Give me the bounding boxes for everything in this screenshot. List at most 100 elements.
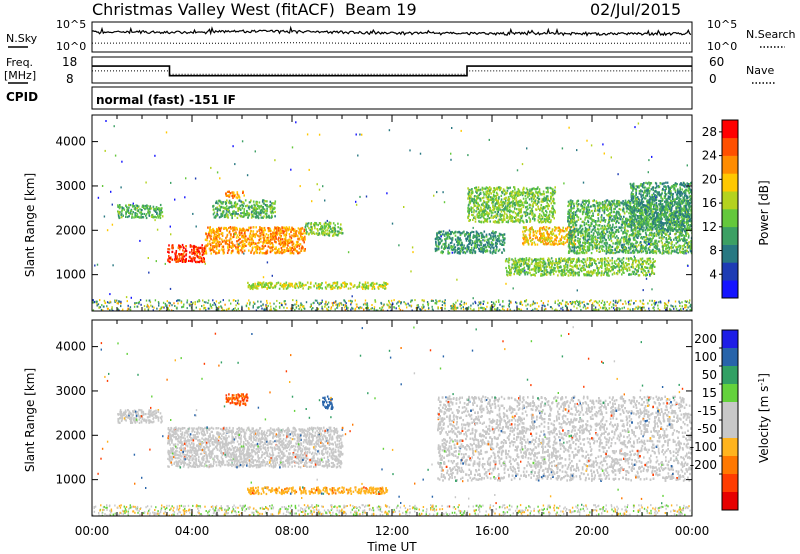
scatter-cell bbox=[582, 258, 584, 261]
scatter-cell bbox=[685, 234, 688, 237]
scatter-cell bbox=[304, 249, 306, 252]
scatter-cell bbox=[604, 206, 606, 209]
scatter-cell bbox=[323, 231, 325, 234]
scatter-cell bbox=[565, 234, 568, 237]
scatter-cell bbox=[255, 249, 258, 252]
scatter-cell bbox=[541, 270, 544, 273]
scatter-cell bbox=[201, 247, 203, 250]
scatter-cell bbox=[339, 287, 341, 290]
scatter-cell bbox=[526, 262, 528, 265]
scatter-cell bbox=[601, 203, 604, 206]
scatter-cell bbox=[635, 269, 638, 272]
scatter-cell bbox=[179, 259, 181, 262]
scatter-cell bbox=[328, 221, 331, 224]
scatter-cell bbox=[328, 223, 330, 227]
scatter-cell bbox=[467, 197, 469, 200]
scatter-cell bbox=[609, 259, 611, 262]
scatter-cell bbox=[580, 204, 582, 208]
scatter-cell bbox=[506, 189, 509, 192]
scatter-cell bbox=[497, 186, 500, 189]
scatter-cell bbox=[262, 208, 264, 211]
scatter-cell bbox=[569, 258, 572, 261]
scatter-cell bbox=[597, 206, 599, 209]
scatter-cell bbox=[494, 197, 497, 201]
scatter-cell bbox=[622, 268, 624, 271]
scatter-cell bbox=[589, 242, 591, 245]
scatter-cell bbox=[479, 192, 482, 195]
scatter-cell bbox=[221, 202, 224, 205]
scatter-cell bbox=[494, 211, 496, 214]
scatter-cell bbox=[611, 273, 614, 276]
scatter-cell bbox=[467, 206, 469, 210]
freq-panel: Freq. [MHz] 18 8 60 0 Nave bbox=[4, 55, 775, 86]
scatter-cell bbox=[499, 216, 502, 219]
scatter-cell bbox=[520, 260, 522, 263]
scatter-cell bbox=[310, 229, 313, 232]
scatter-cell bbox=[310, 286, 312, 289]
scatter-cell bbox=[582, 261, 585, 264]
scatter-cell bbox=[336, 281, 339, 284]
scatter-cell bbox=[524, 241, 526, 244]
scatter-cell bbox=[489, 198, 491, 202]
scatter-cell bbox=[514, 193, 517, 196]
scatter-cell bbox=[547, 260, 550, 263]
scatter-cell bbox=[510, 219, 513, 222]
scatter-cell bbox=[271, 208, 274, 211]
scatter-cell bbox=[670, 247, 673, 250]
scatter-cell bbox=[253, 286, 255, 289]
scatter-cell bbox=[234, 231, 237, 234]
scatter-cell bbox=[221, 240, 224, 243]
scatter-cell bbox=[175, 260, 177, 263]
scatter-cell bbox=[230, 205, 232, 208]
scatter-cell bbox=[196, 253, 198, 256]
scatter-cell bbox=[573, 272, 575, 275]
scatter-cell bbox=[505, 266, 507, 270]
scatter-cell bbox=[319, 284, 321, 287]
scatter-cell bbox=[498, 196, 500, 199]
scatter-cell bbox=[474, 217, 477, 220]
scatter-cell bbox=[562, 226, 564, 229]
scatter-cell bbox=[573, 245, 576, 249]
scatter-cell bbox=[570, 209, 572, 213]
scatter-cell bbox=[526, 205, 529, 208]
scatter-cell bbox=[290, 236, 293, 239]
scatter-cell bbox=[619, 265, 622, 268]
scatter-cell bbox=[259, 226, 261, 229]
scatter-cell bbox=[293, 229, 295, 232]
scatter-cell bbox=[228, 194, 230, 197]
scatter-cell bbox=[530, 274, 532, 277]
scatter-cell bbox=[290, 239, 292, 242]
scatter-cell bbox=[282, 231, 285, 234]
scatter-cell bbox=[645, 247, 647, 250]
scatter-cell bbox=[269, 204, 271, 207]
scatter-cell bbox=[490, 210, 492, 213]
scatter-cell bbox=[211, 242, 214, 245]
scatter-cell bbox=[285, 281, 288, 284]
scatter-cell bbox=[535, 232, 538, 235]
scatter-cell bbox=[550, 257, 553, 260]
scatter-cell bbox=[233, 204, 236, 207]
scatter-cell bbox=[535, 235, 537, 238]
scatter-cell bbox=[258, 235, 260, 238]
scatter-cell bbox=[575, 224, 577, 227]
scatter-cell bbox=[298, 244, 301, 247]
scatter-cell bbox=[687, 212, 689, 215]
scatter-cell bbox=[230, 238, 232, 241]
scatter-cell bbox=[648, 259, 650, 262]
scatter-cell bbox=[646, 219, 648, 222]
scatter-cell bbox=[640, 270, 643, 273]
scatter-cell bbox=[553, 262, 555, 265]
scatter-cell bbox=[556, 226, 558, 229]
scatter-cell bbox=[509, 215, 512, 218]
scatter-cell bbox=[543, 271, 545, 274]
scatter-cell bbox=[603, 232, 606, 235]
scatter-cell bbox=[178, 244, 180, 247]
scatter-cell bbox=[547, 188, 549, 191]
scatter-cell bbox=[225, 192, 227, 195]
scatter-cell bbox=[543, 213, 545, 216]
scatter-cell bbox=[503, 208, 505, 211]
scatter-cell bbox=[498, 221, 501, 224]
scatter-cell bbox=[128, 215, 130, 218]
scatter-cell bbox=[554, 189, 556, 192]
scatter-cell bbox=[265, 283, 268, 286]
